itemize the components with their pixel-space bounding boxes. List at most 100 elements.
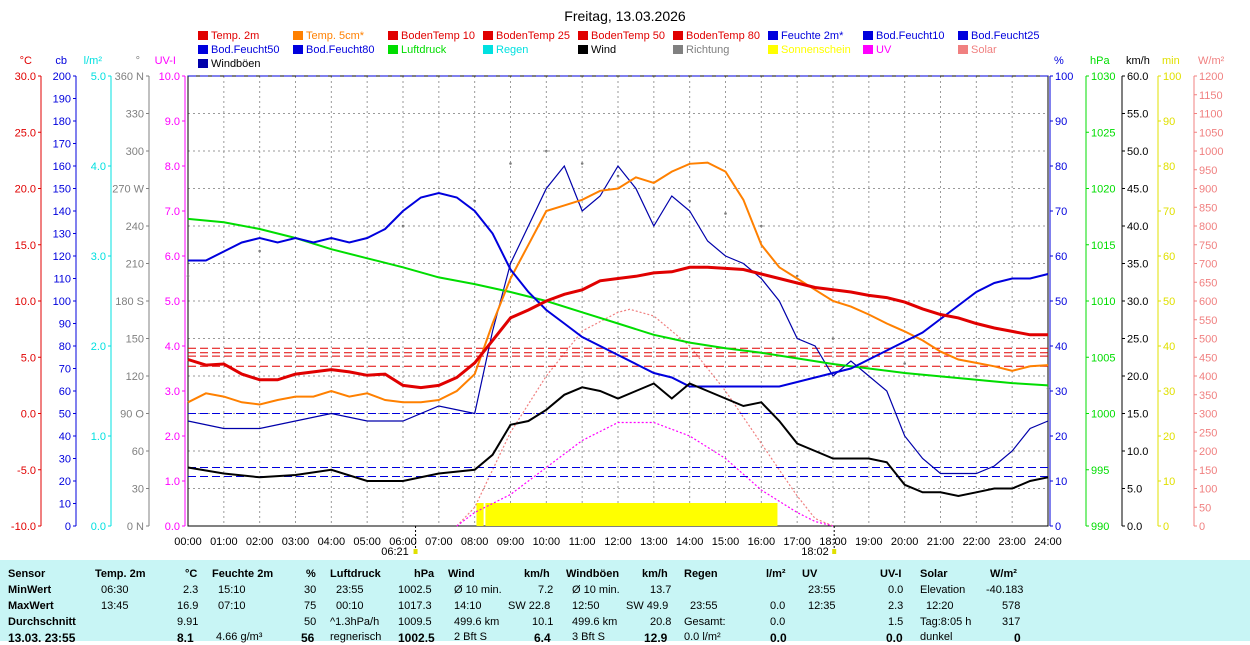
right-axis-tick-label: 850 [1199, 202, 1217, 214]
legend-label: BodenTemp 25 [496, 30, 570, 42]
left-axis-tick-label: 240 [126, 221, 144, 233]
right-axis-tick-label: 1020 [1091, 184, 1115, 196]
left-axis-tick-label: 120 [126, 371, 144, 383]
left-axis-tick-label: 110 [53, 274, 71, 286]
series-richtung-point [580, 162, 584, 165]
left-axis-tick-label: 5.0 [165, 296, 180, 308]
temp-max-value: 16.9 [177, 600, 199, 612]
press-max-time: 00:10 [336, 600, 364, 612]
rain-max-value: 0.0 [770, 600, 786, 612]
legend-label: Regen [496, 44, 528, 56]
x-axis-tick-label: 15:00 [712, 536, 740, 548]
legend-label: Bod.Feucht10 [876, 30, 945, 42]
left-axis-tick-label: 0.0 [165, 521, 180, 533]
legend-swatch [768, 45, 778, 54]
right-axis-unit: hPa [1090, 55, 1110, 67]
stats-label-avg: Durchschnitt [8, 616, 76, 628]
right-axis-tick-label: 200 [1199, 446, 1217, 458]
series-richtung-point [724, 212, 727, 215]
wind-max-value: SW 22.8 [508, 600, 551, 612]
x-axis-tick-label: 06:00 [389, 536, 417, 548]
stats-header-uv-unit: UV-I [880, 568, 902, 580]
wind-beaufort: 2 Bft S [454, 631, 488, 643]
stats-header-wind-unit: km/h [524, 568, 550, 580]
left-axis-tick-label: 10.0 [159, 71, 180, 83]
x-axis-tick-label: 00:00 [174, 536, 202, 548]
legend-swatch [673, 45, 683, 54]
legend-swatch [578, 45, 588, 54]
right-axis-tick-label: 35.0 [1127, 259, 1148, 271]
right-axis-tick-label: 650 [1199, 277, 1217, 289]
x-axis-tick-label: 07:00 [425, 536, 453, 548]
right-axis-tick-label: 150 [1199, 465, 1217, 477]
left-axis-tick-label: 190 [53, 94, 71, 106]
hum-min-time: 15:10 [218, 584, 246, 596]
stats-label-current: 13.03. 23:55 [8, 631, 76, 645]
stats-header-solar: Solar [920, 568, 948, 580]
temp-min-value: 2.3 [183, 584, 199, 596]
x-axis-tick-label: 21:00 [927, 536, 955, 548]
left-axis-unit: cb [55, 55, 67, 67]
temp-min-time: 06:30 [101, 584, 129, 596]
sunrise-label: 06:21 [381, 546, 409, 558]
stats-header-temp: Temp. 2m [95, 568, 146, 580]
x-axis-tick-label: 14:00 [676, 536, 704, 548]
x-axis-tick-label: 03:00 [282, 536, 310, 548]
uv-current-value: 0.0 [886, 631, 903, 645]
rain-total-value: 0.0 [770, 616, 786, 628]
right-axis-tick-label: 60 [1055, 251, 1067, 263]
chart-title: Freitag, 13.03.2026 [564, 8, 686, 24]
left-axis-tick-label: 160 [53, 161, 71, 173]
series-richtung-point [1046, 387, 1050, 390]
legend-label: Feuchte 2m* [781, 30, 844, 42]
right-axis-tick-label: 60.0 [1127, 71, 1148, 83]
press-min-time: 23:55 [336, 584, 364, 596]
right-axis-tick-label: 1025 [1091, 127, 1115, 139]
left-axis-tick-label: 9.0 [165, 116, 180, 128]
x-axis-tick-label: 23:00 [998, 536, 1026, 548]
legend-swatch [673, 31, 683, 40]
wind-max-time: 14:10 [454, 600, 482, 612]
right-axis-tick-label: 30.0 [1127, 296, 1148, 308]
right-axis-tick-label: 70 [1163, 206, 1175, 218]
right-axis-tick-label: 90 [1055, 116, 1067, 128]
hum-min-value: 30 [304, 584, 317, 596]
left-axis-tick-label: 4.0 [91, 161, 106, 173]
right-axis-tick-label: 300 [1199, 409, 1217, 421]
x-axis-tick-label: 10:00 [533, 536, 561, 548]
right-axis-tick-label: 1010 [1091, 296, 1115, 308]
x-axis-tick-label: 12:00 [604, 536, 632, 548]
legend-label: BodenTemp 50 [591, 30, 665, 42]
legend-swatch [863, 45, 873, 54]
right-axis-unit: W/m² [1198, 55, 1225, 67]
left-axis-tick-label: 140 [53, 206, 71, 218]
legend-label: Luftdruck [401, 44, 447, 56]
left-axis-tick-label: 20 [59, 476, 71, 488]
left-axis-tick-label: 180 S [115, 296, 144, 308]
series-richtung-point [688, 199, 691, 203]
right-axis-tick-label: 995 [1091, 465, 1109, 477]
rain-max-time: 23:55 [690, 600, 718, 612]
stats-header-hum-unit: % [306, 568, 316, 580]
gust-max-time: 12:50 [572, 600, 600, 612]
legend-swatch [483, 31, 493, 40]
left-axis-tick-label: 15.0 [15, 240, 36, 252]
left-axis-tick-label: 20.0 [15, 184, 36, 196]
right-axis-tick-label: 30 [1163, 386, 1175, 398]
right-axis-tick-label: 1030 [1091, 71, 1115, 83]
stats-header-rain: Regen [684, 568, 718, 580]
left-axis-tick-label: 70 [59, 364, 71, 376]
right-axis-tick-label: 990 [1091, 521, 1109, 533]
uv-max-value: 2.3 [888, 600, 904, 612]
temp-max-time: 13:45 [101, 600, 129, 612]
right-axis-tick-label: 70 [1055, 206, 1067, 218]
statistics-table: Sensor Temp. 2m °C Feuchte 2m % Luftdruc… [0, 560, 1250, 645]
series-richtung-point [652, 187, 656, 190]
left-axis-tick-label: 3.0 [91, 251, 106, 263]
right-axis-tick-label: 100 [1163, 71, 1181, 83]
stats-header-solar-unit: W/m² [990, 568, 1017, 580]
right-axis-tick-label: 30 [1055, 386, 1067, 398]
legend-swatch [388, 31, 398, 40]
right-axis-tick-label: 90 [1163, 116, 1175, 128]
right-axis-tick-label: 1000 [1199, 146, 1223, 158]
